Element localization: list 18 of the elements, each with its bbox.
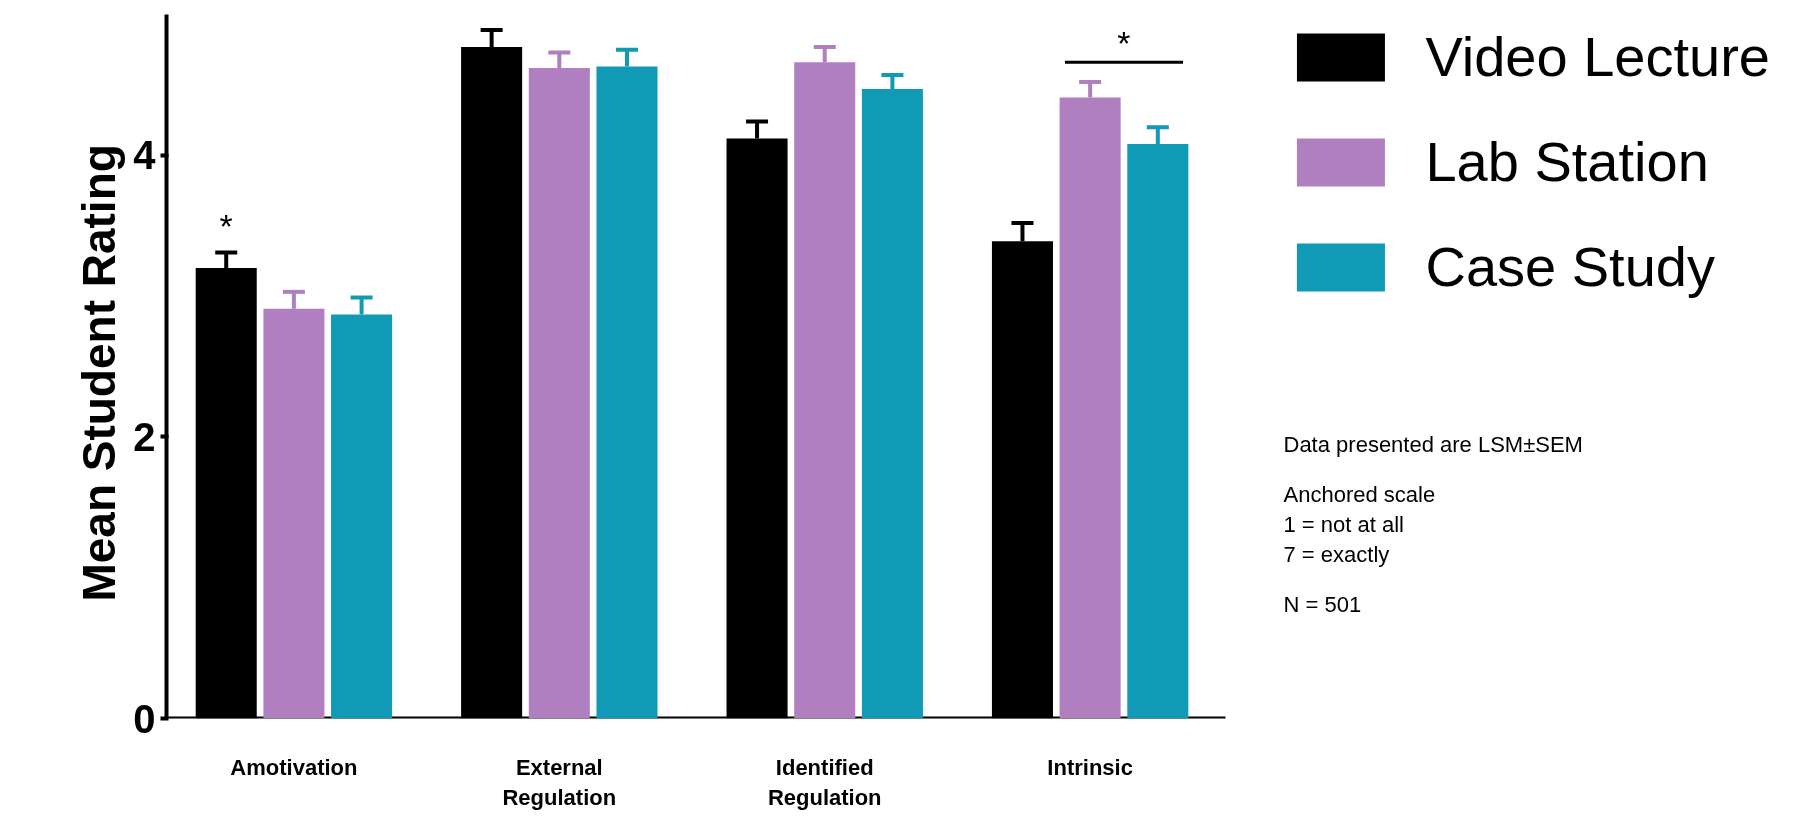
y-tick-label: 4 bbox=[133, 133, 157, 178]
x-tick-label: External Regulation bbox=[502, 754, 617, 810]
y-axis-title: Mean Student Rating bbox=[73, 144, 126, 602]
annotation: * bbox=[219, 207, 233, 246]
y-tick-label: 2 bbox=[133, 414, 156, 459]
x-tick-label: Amotivation bbox=[230, 754, 358, 780]
text: 7 = exactly bbox=[1283, 541, 1390, 567]
annotation: * bbox=[1117, 24, 1131, 63]
text: N = 501 bbox=[1283, 591, 1362, 617]
legend-label: Video Lecture bbox=[1425, 24, 1770, 89]
x-tick-label: Intrinsic bbox=[1047, 754, 1133, 780]
text: Data presented are LSM±SEM bbox=[1283, 431, 1583, 457]
x-tick-label: Identified Regulation bbox=[767, 754, 882, 810]
text: Anchored scale bbox=[1283, 481, 1436, 507]
legend-label: Lab Station bbox=[1425, 129, 1709, 194]
y-tick-label: 0 bbox=[133, 696, 156, 741]
text: 1 = not at all bbox=[1283, 511, 1404, 537]
legend-label: Case Study bbox=[1425, 234, 1715, 299]
